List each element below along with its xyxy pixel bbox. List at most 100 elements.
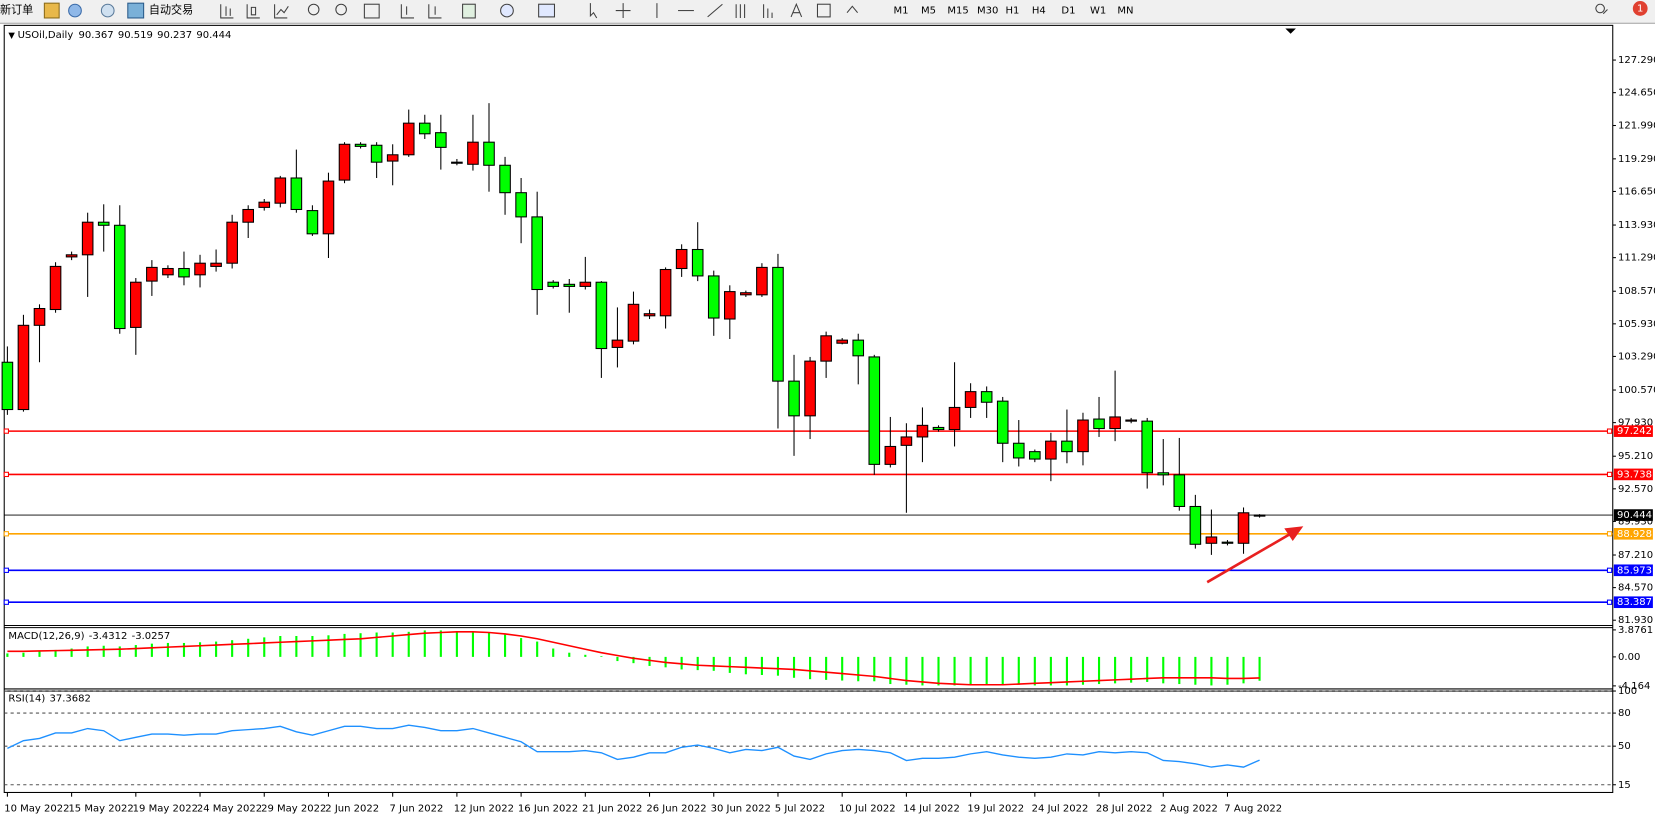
macd-bar <box>70 648 73 657</box>
candle-body <box>402 122 415 156</box>
line-handle <box>1606 531 1613 537</box>
candle-body <box>996 400 1009 444</box>
label-icon[interactable] <box>816 3 831 18</box>
macd-bar <box>841 656 844 681</box>
icon[interactable] <box>43 2 60 19</box>
candle-body <box>627 303 640 342</box>
y-tick-label: -4.164 <box>1618 681 1650 692</box>
timeframe-button[interactable]: H1 <box>1005 6 1019 17</box>
line-handle <box>3 471 9 478</box>
price-label-box <box>1613 509 1653 521</box>
shift-icon[interactable] <box>428 4 442 19</box>
x-tick-label: 10 Jul 2022 <box>839 803 896 814</box>
timeframe-button[interactable]: M5 <box>921 6 936 17</box>
candle-body <box>772 266 784 382</box>
zoom-out-icon[interactable] <box>335 3 347 16</box>
timeframe-button[interactable]: MN <box>1117 6 1133 17</box>
macd-bar <box>921 656 924 686</box>
new-order-button[interactable]: 新订单 <box>0 3 33 17</box>
rsi-header: RSI(14) 37.3682 <box>8 693 90 704</box>
x-tick-label: 10 May 2022 <box>4 803 69 814</box>
macd-bar <box>375 632 378 657</box>
timeframe-button[interactable]: M1 <box>894 6 909 17</box>
candle-body <box>483 141 495 166</box>
candle-body <box>162 267 174 276</box>
candle-body <box>17 324 30 411</box>
trendline-icon[interactable] <box>707 3 723 18</box>
scroll-icon[interactable] <box>400 4 415 19</box>
macd-bar <box>327 635 330 657</box>
candle-body <box>756 266 768 296</box>
macd-bar <box>1162 656 1165 684</box>
y-tick-label: 95.210 <box>1618 451 1653 462</box>
x-tick-label: 2 Aug 2022 <box>1160 803 1218 814</box>
zoom-in-icon[interactable] <box>307 3 320 16</box>
y-tick-label: 100.570 <box>1618 385 1655 396</box>
x-tick-label: 19 Jul 2022 <box>967 803 1024 814</box>
candle-body <box>499 164 511 194</box>
candle-body <box>740 292 752 296</box>
cursor-icon[interactable] <box>589 3 598 19</box>
candle-body <box>788 380 800 417</box>
macd-bar <box>1210 656 1213 686</box>
timeframe-button[interactable]: D1 <box>1061 6 1075 17</box>
notification-badge[interactable] <box>1632 1 1648 16</box>
bar-chart-icon[interactable] <box>220 4 234 19</box>
macd-bar <box>712 656 715 671</box>
candle-body <box>178 267 190 278</box>
y-tick-label: 87.210 <box>1618 550 1653 561</box>
x-tick-label: 28 Jul 2022 <box>1096 803 1153 814</box>
y-tick-label: 80 <box>1618 708 1631 719</box>
candle-body <box>611 339 624 348</box>
signal-value: -3.0257 <box>132 631 171 642</box>
price-label-box <box>1613 596 1653 609</box>
search-icon[interactable] <box>1595 3 1608 15</box>
icon[interactable] <box>68 3 82 18</box>
candle-body <box>932 426 945 431</box>
macd-bar <box>231 640 234 657</box>
y-tick-label: 81.930 <box>1618 615 1653 626</box>
y-tick-label: 113.930 <box>1618 220 1655 231</box>
macd-title: MACD(12,26,9) <box>8 631 84 642</box>
timeframe-button[interactable]: M15 <box>947 6 968 17</box>
macd-bar <box>311 635 314 657</box>
channel-icon[interactable] <box>735 4 746 18</box>
auto-trading-button[interactable]: 自动交易 <box>149 3 193 17</box>
timeframe-button[interactable]: H4 <box>1032 6 1046 17</box>
indicators-icon[interactable] <box>462 3 476 19</box>
candle-icon[interactable] <box>246 4 260 19</box>
macd-bar <box>696 656 699 671</box>
line-icon[interactable] <box>274 4 289 19</box>
timeframe-button[interactable]: M30 <box>977 6 998 17</box>
periods-icon[interactable] <box>500 3 514 18</box>
timeframe-button[interactable]: W1 <box>1090 6 1106 17</box>
macd-bar <box>1001 656 1004 685</box>
macd-bar <box>600 656 603 657</box>
x-tick-label: 7 Jun 2022 <box>390 803 444 814</box>
y-tick-label: 3.8761 <box>1618 625 1653 636</box>
macd-bar <box>134 645 137 657</box>
macd-bar <box>648 656 651 666</box>
candle-body <box>435 132 447 148</box>
templates-icon[interactable] <box>538 3 556 18</box>
fibo-icon[interactable] <box>763 4 773 18</box>
candle-body <box>338 143 351 181</box>
arrows-icon[interactable] <box>846 5 859 14</box>
annotation-arrowhead <box>1284 526 1304 541</box>
candle-body <box>97 221 110 226</box>
tile-icon[interactable] <box>363 3 380 19</box>
auto-trading-icon[interactable] <box>127 2 145 19</box>
text-icon[interactable] <box>790 2 803 18</box>
icon[interactable] <box>100 3 115 18</box>
rsi-value: 37.3682 <box>50 693 91 704</box>
y-tick-label: 108.570 <box>1618 286 1655 297</box>
candle-body <box>290 177 303 211</box>
candle-body <box>1253 514 1266 517</box>
x-tick-label: 19 May 2022 <box>133 803 198 814</box>
candle-body <box>675 248 688 270</box>
price-label: 88.928 <box>1617 529 1652 540</box>
symbol: USOil,Daily <box>18 30 74 41</box>
crosshair-icon[interactable] <box>615 3 631 18</box>
candle-body <box>643 313 656 317</box>
x-tick-label: 24 Jul 2022 <box>1032 803 1089 814</box>
